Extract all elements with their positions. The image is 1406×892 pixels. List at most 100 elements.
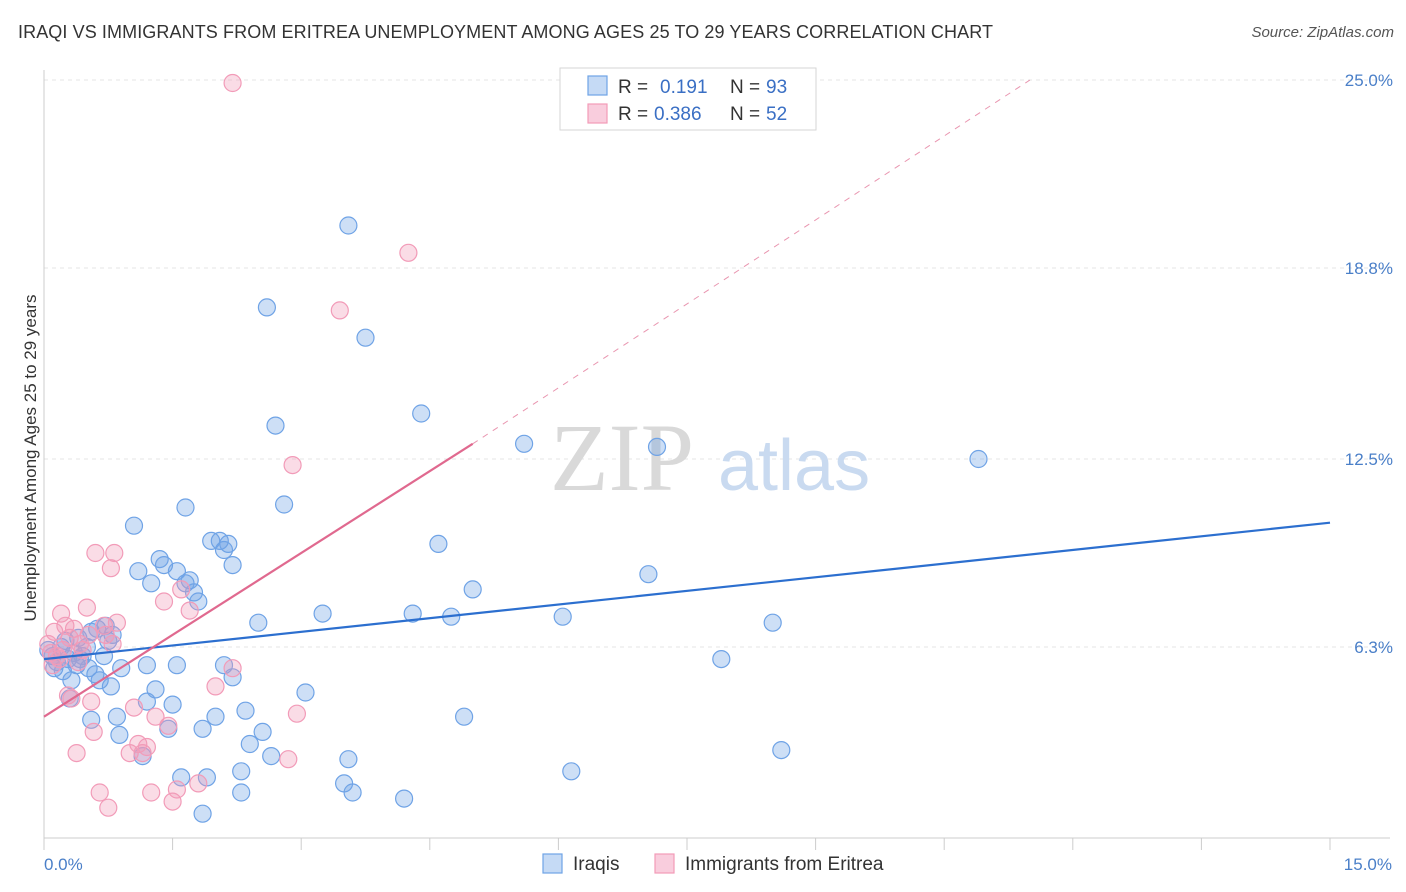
series-iraqis-points xyxy=(39,216,988,823)
correlation-legend: R = 0.191 N = 93 R = 0.386 N = 52 xyxy=(559,67,817,131)
y-tick-label-3: 25.0% xyxy=(1345,71,1393,90)
iraqis-point-71 xyxy=(339,750,358,769)
watermark: ZIP atlas xyxy=(550,404,870,511)
bottom-legend-label-iraqis: Iraqis xyxy=(573,854,619,875)
eritrea-point-29 xyxy=(107,613,127,632)
iraqis-point-58 xyxy=(232,762,251,781)
iraqis-point-81 xyxy=(514,434,534,453)
iraqis-point-70 xyxy=(339,216,358,235)
eritrea-point-43 xyxy=(189,774,208,793)
eritrea-point-40 xyxy=(167,780,186,799)
eritrea-point-27 xyxy=(103,634,122,654)
iraqis-point-47 xyxy=(193,804,212,823)
iraqis-point-39 xyxy=(167,656,186,675)
eritrea-point-47 xyxy=(283,456,302,475)
iraqis-point-42 xyxy=(176,498,195,517)
iraqis-point-26 xyxy=(107,707,127,726)
legend-r-value-iraqis: 0.191 xyxy=(660,77,708,98)
eritrea-point-37 xyxy=(154,592,174,611)
legend-r-label-eritrea: R = xyxy=(618,104,648,125)
trend-line-eritrea xyxy=(43,442,474,718)
eritrea-point-42 xyxy=(180,601,199,620)
iraqis-point-67 xyxy=(296,683,315,702)
eritrea-point-46 xyxy=(279,750,298,769)
legend-r-value-eritrea: 0.386 xyxy=(654,104,702,125)
eritrea-point-25 xyxy=(99,798,118,817)
eritrea-point-13 xyxy=(67,743,86,763)
iraqis-point-86 xyxy=(712,649,731,669)
iraqis-point-54 xyxy=(219,534,238,554)
chart-title: IRAQI VS IMMIGRANTS FROM ERITREA UNEMPLO… xyxy=(18,22,994,42)
watermark-zip: ZIP xyxy=(550,404,694,511)
iraqis-point-66 xyxy=(275,495,294,514)
iraqis-point-74 xyxy=(395,789,414,808)
trend-lines xyxy=(43,79,1331,718)
eritrea-point-41 xyxy=(172,580,191,599)
iraqis-point-89 xyxy=(969,449,988,469)
x-tick-label-min: 0.0% xyxy=(44,855,83,874)
y-tick-labels: 6.3% 12.5% 18.8% 25.0% xyxy=(1345,71,1393,657)
iraqis-point-75 xyxy=(403,604,422,623)
iraqis-point-9 xyxy=(62,671,81,690)
eritrea-point-38 xyxy=(159,716,178,735)
eritrea-point-21 xyxy=(86,543,105,563)
legend-swatch-iraqis xyxy=(587,75,608,96)
iraqis-point-55 xyxy=(223,555,242,575)
eritrea-point-3 xyxy=(45,622,64,641)
eritrea-point-28 xyxy=(105,543,124,563)
iraqis-point-33 xyxy=(142,574,161,593)
eritrea-point-22 xyxy=(90,783,109,802)
legend-n-label-iraqis: N = xyxy=(730,77,760,98)
eritrea-point-2 xyxy=(43,656,62,675)
iraqis-point-80 xyxy=(463,580,482,599)
iraqis-point-63 xyxy=(257,298,276,317)
iraqis-point-59 xyxy=(236,701,255,720)
iraqis-point-50 xyxy=(206,707,225,726)
bottom-legend-swatch-eritrea xyxy=(654,853,675,874)
legend-r-label-iraqis: R = xyxy=(618,77,648,98)
series-legend: Iraqis Immigrants from Eritrea xyxy=(542,853,884,875)
eritrea-point-51 xyxy=(223,73,242,93)
iraqis-point-46 xyxy=(193,719,212,738)
iraqis-point-30 xyxy=(129,562,148,581)
iraqis-point-57 xyxy=(232,783,251,802)
eritrea-point-48 xyxy=(287,704,306,723)
iraqis-point-24 xyxy=(101,677,121,696)
iraqis-point-32 xyxy=(137,656,156,675)
iraqis-point-61 xyxy=(249,613,268,632)
bottom-legend-swatch-iraqis xyxy=(542,853,563,874)
y-tick-label-1: 12.5% xyxy=(1345,450,1393,469)
iraqis-point-79 xyxy=(455,707,474,726)
iraqis-point-85 xyxy=(647,437,667,456)
iraqis-point-92 xyxy=(167,562,186,581)
iraqis-point-64 xyxy=(262,746,281,766)
eritrea-point-31 xyxy=(124,698,144,717)
iraqis-point-83 xyxy=(562,762,581,781)
iraqis-point-77 xyxy=(429,534,448,554)
eritrea-point-24 xyxy=(96,625,115,645)
iraqis-point-29 xyxy=(124,516,144,535)
grid-lines xyxy=(44,79,1390,648)
eritrea-point-36 xyxy=(146,707,165,726)
iraqis-point-87 xyxy=(763,613,782,632)
eritrea-point-14 xyxy=(69,652,88,672)
trend-line-iraqis xyxy=(43,521,1331,661)
eritrea-point-20 xyxy=(84,722,103,742)
iraqis-point-82 xyxy=(553,607,572,626)
eritrea-point-26 xyxy=(101,559,121,578)
legend-n-value-eritrea: 52 xyxy=(766,104,787,125)
iraqis-point-88 xyxy=(772,740,791,760)
eritrea-point-45 xyxy=(223,659,242,678)
iraqis-point-84 xyxy=(639,565,658,584)
iraqis-point-27 xyxy=(110,725,129,745)
series-eritrea-points xyxy=(39,73,418,817)
x-ticks xyxy=(43,838,1331,850)
y-tick-label-2: 18.8% xyxy=(1345,259,1393,278)
eritrea-point-18 xyxy=(79,625,98,645)
iraqis-point-72 xyxy=(343,783,362,802)
eritrea-point-50 xyxy=(399,243,418,262)
iraqis-point-60 xyxy=(240,734,259,754)
legend-n-label-eritrea: N = xyxy=(730,104,760,125)
eritrea-point-19 xyxy=(82,692,101,711)
